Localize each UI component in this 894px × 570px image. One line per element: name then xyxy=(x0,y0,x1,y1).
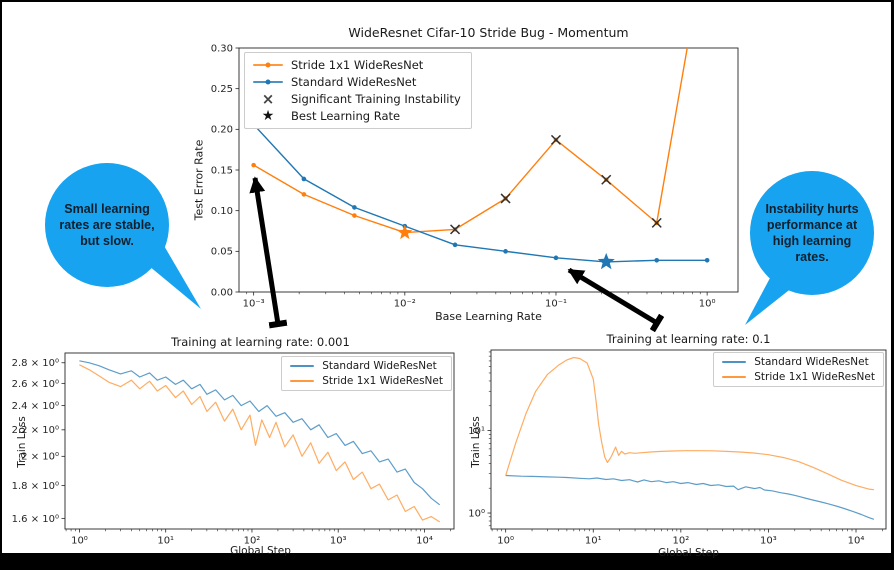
legend-label: Stride 1x1 WideResNet xyxy=(322,375,443,387)
star-marker-icon: ★ xyxy=(261,108,275,124)
line-swatch-icon xyxy=(253,58,283,72)
svg-text:10⁻¹: 10⁻¹ xyxy=(545,299,567,310)
svg-text:10⁴: 10⁴ xyxy=(416,536,433,547)
svg-text:10²: 10² xyxy=(244,536,261,547)
svg-text:2.4 × 10⁰: 2.4 × 10⁰ xyxy=(12,401,59,412)
legend-item: Standard WideResNet xyxy=(253,75,461,89)
legend-label: Standard WideResNet xyxy=(322,360,437,372)
svg-text:1.8 × 10⁰: 1.8 × 10⁰ xyxy=(12,481,59,492)
x-marker-icon: × xyxy=(261,90,275,108)
legend-item: × Significant Training Instability xyxy=(253,90,461,108)
svg-text:0.30: 0.30 xyxy=(211,43,233,54)
legend-item: Stride 1x1 WideResNet xyxy=(253,58,461,72)
legend-label: Standard WideResNet xyxy=(754,356,869,368)
svg-text:10³: 10³ xyxy=(760,536,777,547)
svg-text:10⁰: 10⁰ xyxy=(71,536,88,547)
speech-bubble-left-text: Small learning rates are stable, but slo… xyxy=(59,202,155,248)
svg-text:10⁰: 10⁰ xyxy=(699,299,716,310)
svg-text:10⁻²: 10⁻² xyxy=(394,299,416,310)
svg-text:10²: 10² xyxy=(672,536,689,547)
svg-text:2 × 10⁰: 2 × 10⁰ xyxy=(21,452,59,463)
y-axis-label: Train Loss xyxy=(16,416,28,468)
svg-text:10⁰: 10⁰ xyxy=(468,508,485,519)
svg-text:1.6 × 10⁰: 1.6 × 10⁰ xyxy=(12,514,59,525)
svg-text:0.00: 0.00 xyxy=(211,287,233,298)
svg-text:10⁰: 10⁰ xyxy=(497,536,514,547)
svg-text:2.8 × 10⁰: 2.8 × 10⁰ xyxy=(12,358,59,369)
line-swatch-icon xyxy=(253,75,283,89)
svg-text:10¹: 10¹ xyxy=(157,536,174,547)
line-swatch-icon xyxy=(290,360,315,372)
svg-text:0.10: 0.10 xyxy=(211,206,233,217)
speech-bubble-left: Small learning rates are stable, but slo… xyxy=(45,163,169,287)
train-loss-chart-lr-0001: 10⁰ 10¹ 10² 10³ 10⁴ 2.8 × 10⁰ 2.6 × 10⁰ 2.4 × 1… xyxy=(8,332,462,558)
legend-label: Standard WideResNet xyxy=(291,75,417,89)
svg-text:0.05: 0.05 xyxy=(211,247,233,258)
train-loss-chart-lr-01: 10⁰ 10¹ 10² 10³ 10⁴ 10⁰ 10¹ Training at learni… xyxy=(466,330,892,560)
legend-item: ★ Best Learning Rate xyxy=(253,109,461,123)
y-axis-label: Test Error Rate xyxy=(192,139,206,221)
legend-label: Best Learning Rate xyxy=(291,109,401,123)
legend-item: Standard WideResNet xyxy=(722,356,875,368)
speech-bubble-right-text: Instability hurts performance at high le… xyxy=(765,202,859,264)
figure-canvas: 10⁻³ 10⁻² 10⁻¹ 10⁰ 0.00 0.05 0.10 0.15 0.20 0.25 0… xyxy=(2,2,891,559)
svg-text:10¹: 10¹ xyxy=(585,536,602,547)
line-swatch-icon xyxy=(722,356,747,368)
svg-text:10⁻³: 10⁻³ xyxy=(243,299,265,310)
train-loss-plot-lr-0001: 10⁰ 10¹ 10² 10³ 10⁴ 2.8 × 10⁰ 2.6 × 10⁰ 2.4 × 1… xyxy=(12,352,455,547)
svg-text:0.20: 0.20 xyxy=(211,125,233,136)
y-axis-label: Train Loss xyxy=(470,416,482,468)
svg-text:10³: 10³ xyxy=(330,536,347,547)
svg-text:0.25: 0.25 xyxy=(211,84,233,95)
chart-title: WideResnet Cifar-10 Stride Bug - Momentu… xyxy=(348,25,629,40)
svg-text:10¹: 10¹ xyxy=(468,426,485,437)
legend-label: Significant Training Instability xyxy=(291,92,461,106)
speech-bubble-right: Instability hurts performance at high le… xyxy=(750,171,874,295)
legend-item: Stride 1x1 WideResNet xyxy=(722,371,875,383)
legend-label: Stride 1x1 WideResNet xyxy=(291,58,424,72)
line-swatch-icon xyxy=(722,371,747,383)
svg-text:10⁴: 10⁴ xyxy=(848,536,865,547)
chart-title: Training at learning rate: 0.001 xyxy=(171,335,350,349)
line-swatch-icon xyxy=(290,375,315,387)
chart-legend: Standard WideResNet Stride 1x1 WideResNet xyxy=(281,356,452,391)
x-axis-label: Global Step xyxy=(230,545,291,557)
svg-text:2.6 × 10⁰: 2.6 × 10⁰ xyxy=(12,379,59,390)
legend-label: Stride 1x1 WideResNet xyxy=(754,371,875,383)
svg-text:0.15: 0.15 xyxy=(211,165,233,176)
test-error-chart: 10⁻³ 10⁻² 10⁻¹ 10⁰ 0.00 0.05 0.10 0.15 0.20 0.25 0… xyxy=(182,20,748,326)
x-axis-label: Global Step xyxy=(658,547,719,559)
svg-text:2.2 × 10⁰: 2.2 × 10⁰ xyxy=(12,425,59,436)
train-loss-plot-lr-01: 10⁰ 10¹ 10² 10³ 10⁴ 10⁰ 10¹ xyxy=(468,349,887,547)
chart-title: Training at learning rate: 0.1 xyxy=(606,332,771,346)
chart-legend: Standard WideResNet Stride 1x1 WideResNet xyxy=(713,352,884,387)
legend-item: Standard WideResNet xyxy=(290,360,443,372)
test-error-plot: 10⁻³ 10⁻² 10⁻¹ 10⁰ 0.00 0.05 0.10 0.15 0.20 0.25 0… xyxy=(211,43,739,310)
legend-item: Stride 1x1 WideResNet xyxy=(290,375,443,387)
chart-legend: Stride 1x1 WideResNet Standard WideResNet… xyxy=(244,52,472,129)
x-axis-label: Base Learning Rate xyxy=(435,310,542,323)
